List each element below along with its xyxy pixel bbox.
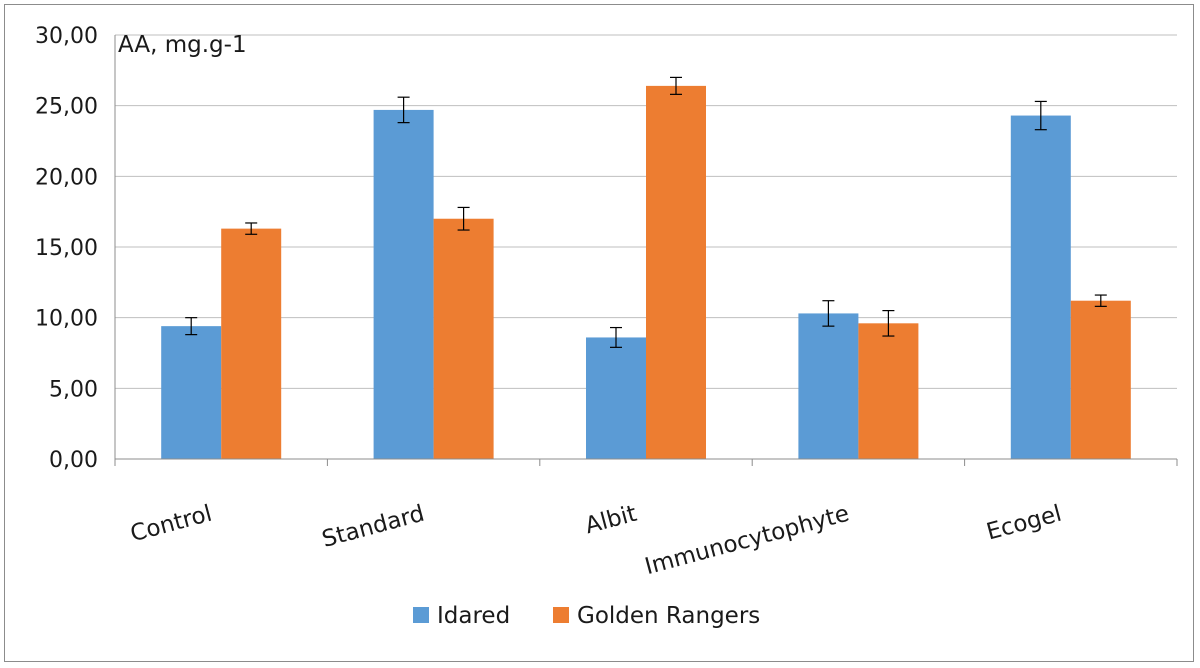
y-tick-label: 20,00 xyxy=(35,165,98,190)
x-tick-label: Standard xyxy=(319,501,427,553)
bar-golden-rangers xyxy=(1070,300,1131,459)
legend-swatch xyxy=(553,607,569,623)
bar-idared xyxy=(798,313,859,459)
y-tick-label: 5,00 xyxy=(49,377,98,402)
error-bars xyxy=(185,76,1107,348)
y-tick-label: 10,00 xyxy=(35,307,98,332)
y-tick-label: 0,00 xyxy=(49,448,98,473)
x-tick-label: Control xyxy=(128,501,215,548)
y-tick-label: 25,00 xyxy=(35,95,98,120)
bar-golden-rangers xyxy=(433,218,494,459)
bar-idared xyxy=(1010,115,1071,459)
bar-idared xyxy=(161,326,222,459)
x-tick-label: Ecogel xyxy=(984,501,1065,546)
y-axis-label: AA, mg.g-1 xyxy=(118,32,247,58)
axes: 0,00 5,00 10,00 15,00 20,00 25,00 30,00 Control… xyxy=(35,24,1178,580)
bar-golden-rangers xyxy=(646,85,706,459)
y-tick-label: 15,00 xyxy=(35,236,98,261)
legend-swatch xyxy=(413,607,429,623)
legend: Idared Golden Rangers xyxy=(413,603,760,629)
bar-idared xyxy=(373,109,434,459)
legend-label: Golden Rangers xyxy=(577,603,760,629)
bars xyxy=(161,85,1131,459)
bar-golden-rangers xyxy=(858,323,919,459)
legend-label: Idared xyxy=(437,603,510,629)
bar-golden-rangers xyxy=(221,228,282,459)
y-tick-label: 30,00 xyxy=(35,24,98,49)
bar-idared xyxy=(586,337,646,459)
x-tick-label: Albit xyxy=(582,501,639,540)
x-tick-label: Immunocytophyte xyxy=(642,501,852,580)
